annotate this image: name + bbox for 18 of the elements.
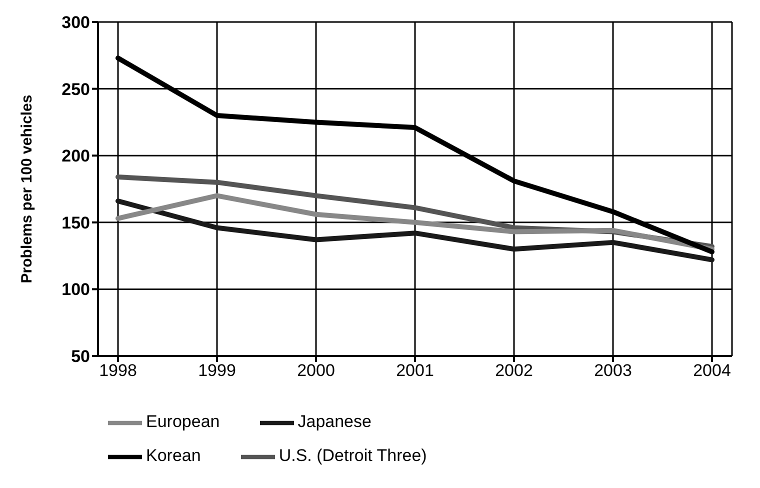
x-tick-label: 2002: [495, 361, 533, 380]
x-tick-label: 2000: [297, 361, 335, 380]
y-tick-label: 100: [62, 280, 90, 300]
legend-label: European: [146, 412, 220, 432]
legend-label: Japanese: [298, 412, 372, 432]
y-tick-label: 300: [62, 13, 90, 32]
x-tick-label: 1999: [198, 361, 236, 380]
x-tick-label: 2001: [396, 361, 434, 380]
y-tick-label: 250: [62, 80, 90, 99]
x-tick-label: 2003: [594, 361, 632, 380]
x-tick-label: 1998: [99, 361, 137, 380]
legend-label: U.S. (Detroit Three): [278, 446, 427, 466]
y-tick-label: 200: [62, 146, 90, 166]
legend-label: Korean: [146, 446, 201, 466]
x-tick-label: 2004: [693, 361, 731, 380]
y-tick-label: 150: [62, 213, 90, 232]
y-tick-label: 50: [71, 347, 90, 366]
y-axis-title: Problems per 100 vehicles: [18, 94, 36, 284]
